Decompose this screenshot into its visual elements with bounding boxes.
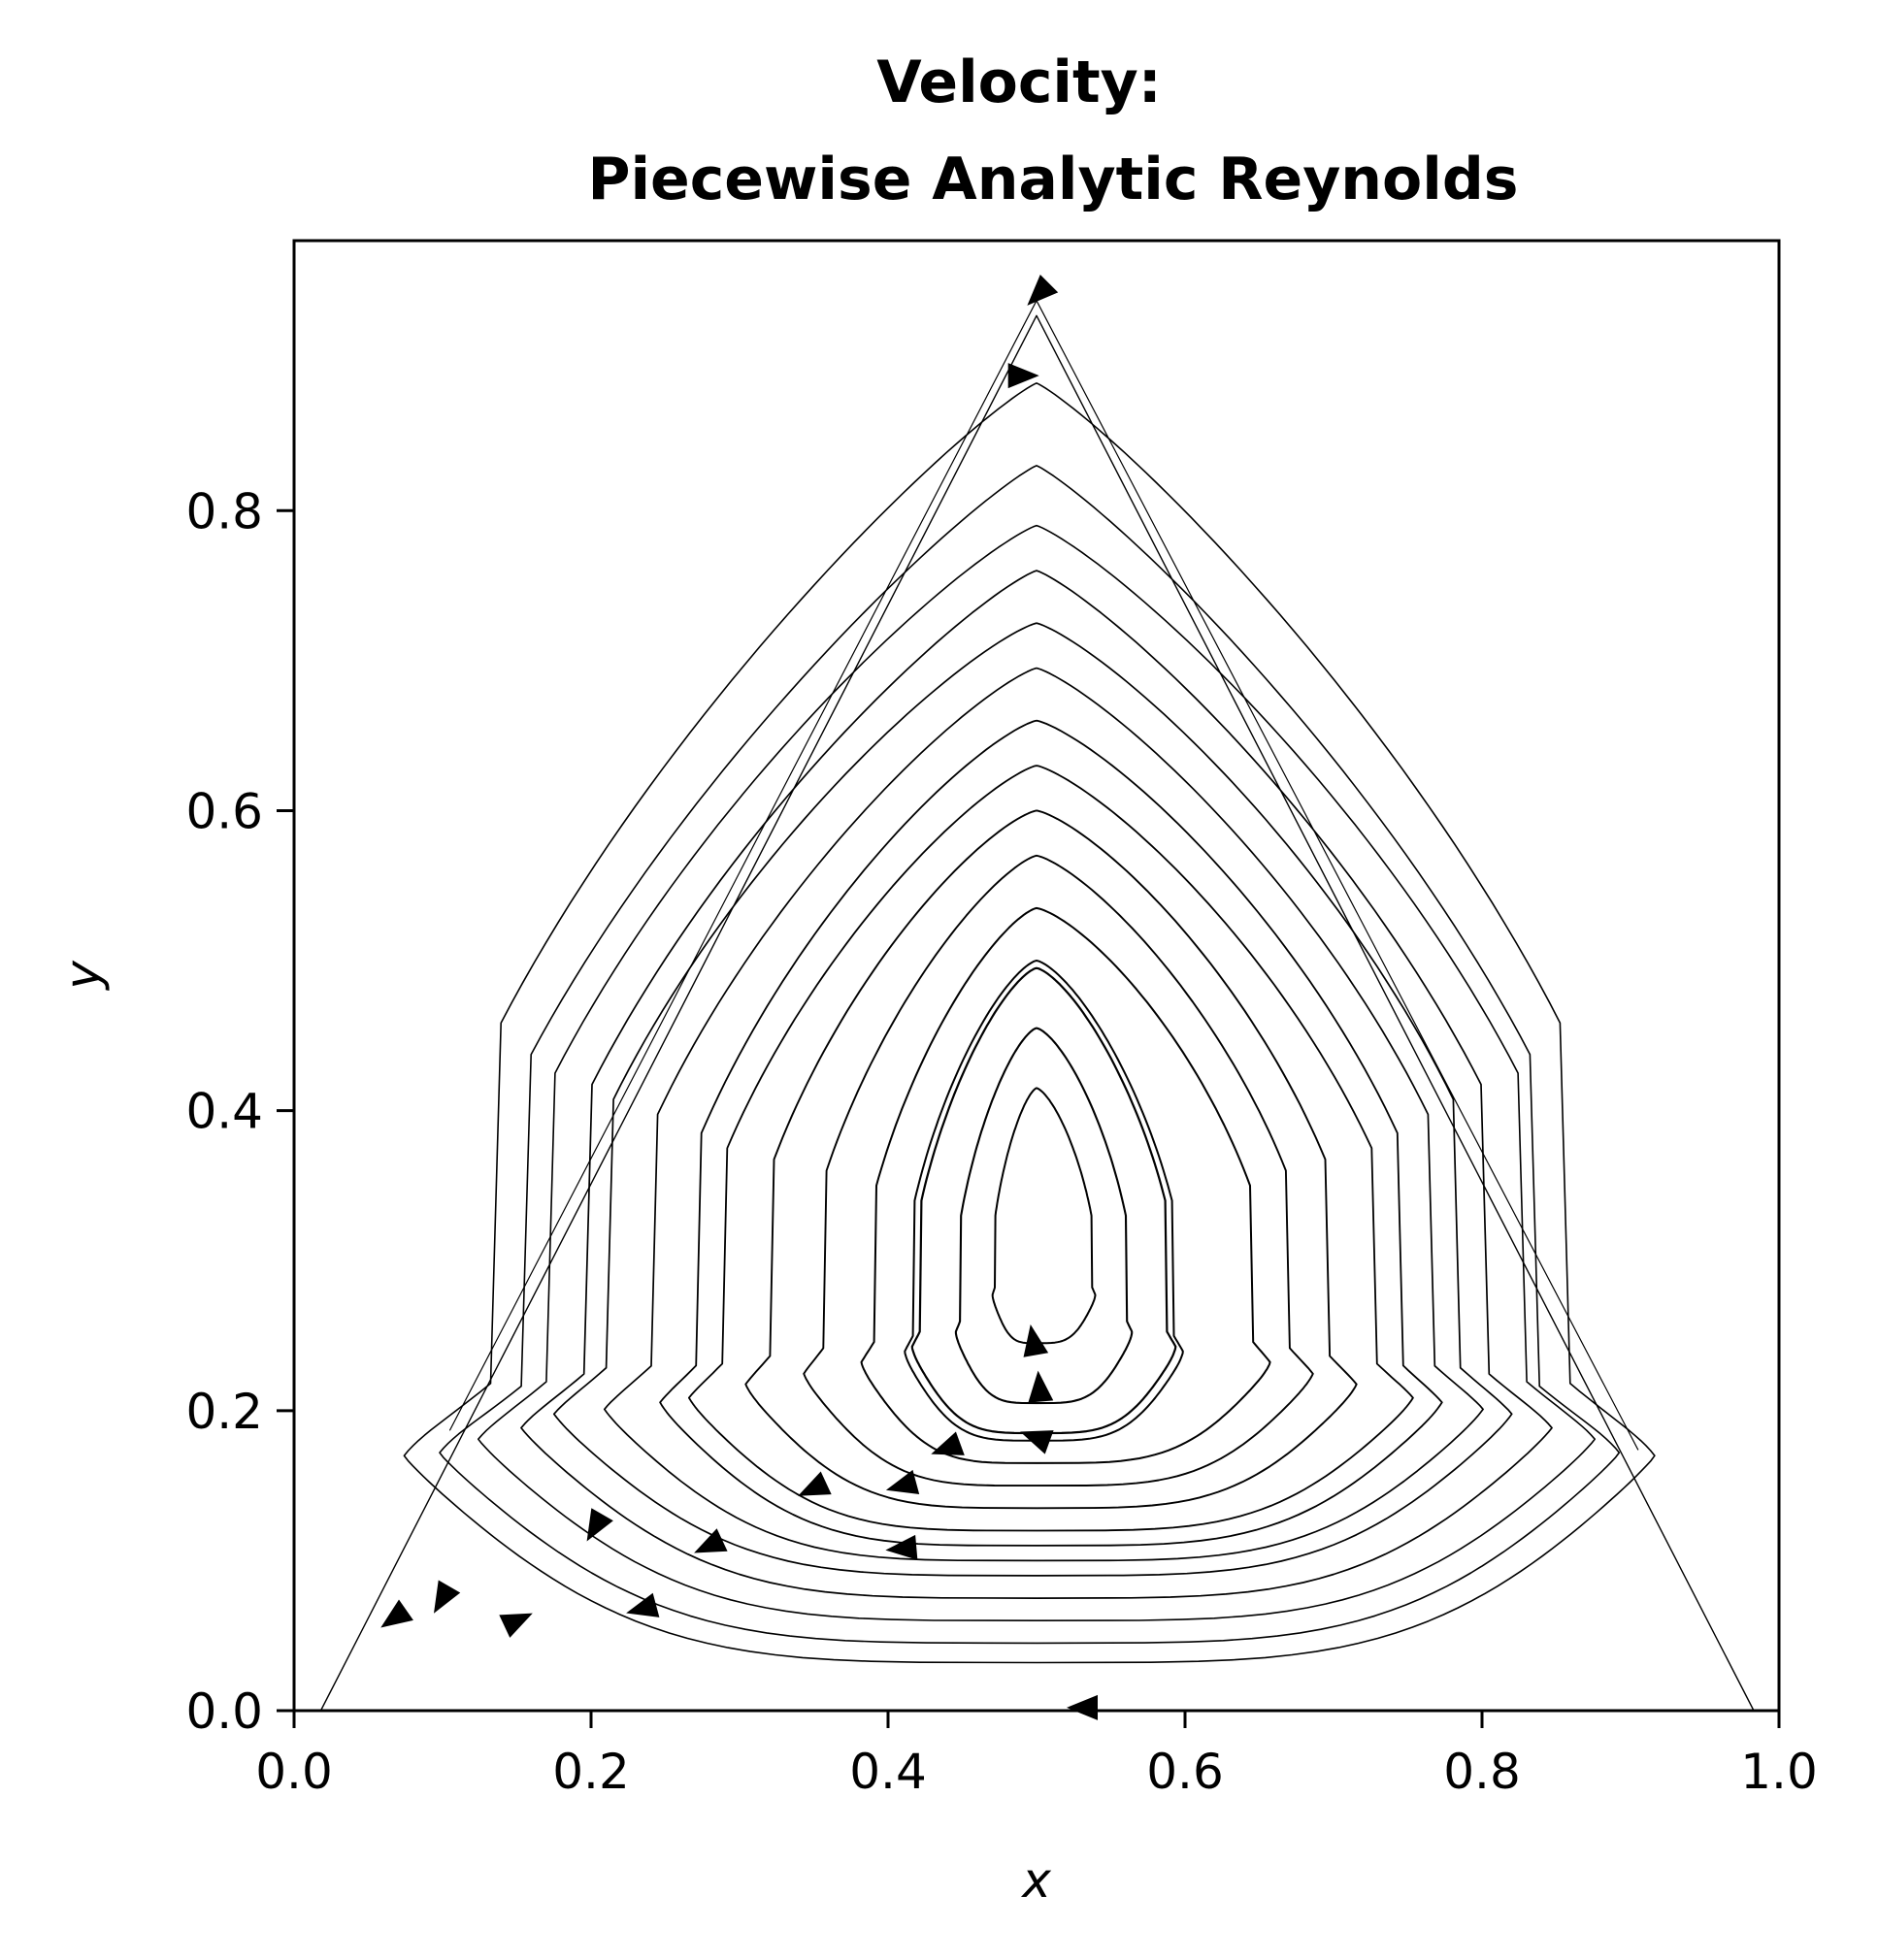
streamline xyxy=(991,1087,1097,1345)
streamlines-group xyxy=(319,300,1755,1712)
y-tick-label: 0.4 xyxy=(185,1084,263,1140)
flow-arrow xyxy=(434,1580,461,1614)
x-tick-label: 0.0 xyxy=(255,1744,333,1800)
plot-area xyxy=(319,275,1755,1720)
flow-arrow xyxy=(626,1592,660,1617)
y-tick-label: 0.8 xyxy=(185,483,263,539)
flow-arrow xyxy=(885,1534,918,1560)
flow-arrow xyxy=(499,1613,533,1638)
x-tick-label: 0.4 xyxy=(849,1744,927,1800)
flow-arrow xyxy=(885,1469,920,1495)
y-tick-label: 0.2 xyxy=(185,1384,263,1440)
streamline xyxy=(319,314,1755,1712)
streamline xyxy=(552,622,1513,1577)
axes-frame xyxy=(292,239,1781,1713)
y-axis-ticks: 0.0 0.2 0.4 0.6 0.8 xyxy=(185,483,294,1740)
chart-title-line-2: Piecewise Analytic Reynolds xyxy=(588,146,1519,213)
streamline xyxy=(449,300,1639,1451)
streamline xyxy=(659,719,1443,1547)
x-tick-label: 1.0 xyxy=(1740,1744,1818,1800)
flow-arrow xyxy=(1067,1694,1098,1720)
x-tick-label: 0.6 xyxy=(1146,1744,1224,1800)
flow-arrow xyxy=(931,1431,965,1455)
x-axis-label: x xyxy=(1020,1852,1051,1909)
streamline xyxy=(403,382,1656,1664)
flow-arrow xyxy=(1007,363,1039,389)
flow-arrow xyxy=(380,1599,413,1628)
x-tick-label: 0.8 xyxy=(1443,1744,1521,1800)
flow-arrow xyxy=(1028,1370,1054,1403)
streamline xyxy=(520,570,1553,1599)
flow-arrow xyxy=(1027,275,1059,306)
arrows-group xyxy=(380,275,1098,1720)
streamline xyxy=(803,854,1314,1487)
flow-arrow xyxy=(1023,1323,1049,1357)
x-axis-ticks: 0.0 0.2 0.4 0.6 0.8 1.0 xyxy=(255,1711,1818,1800)
y-tick-label: 0.0 xyxy=(185,1683,263,1740)
streamline xyxy=(603,667,1484,1562)
streamline xyxy=(954,1027,1134,1405)
streamline xyxy=(910,966,1177,1435)
y-tick-label: 0.6 xyxy=(185,783,263,839)
y-axis-label: y xyxy=(54,960,111,992)
streamline xyxy=(904,960,1184,1442)
chart-title-line-1: Velocity: xyxy=(876,49,1162,116)
flow-arrow xyxy=(798,1471,832,1496)
streamline xyxy=(860,906,1271,1464)
x-tick-label: 0.2 xyxy=(552,1744,630,1800)
streamline xyxy=(478,524,1596,1621)
flow-arrow xyxy=(1020,1430,1054,1454)
streamline xyxy=(744,809,1358,1510)
streamline xyxy=(439,465,1621,1645)
flow-arrow xyxy=(586,1508,613,1542)
streamline xyxy=(688,765,1414,1532)
flow-arrow xyxy=(694,1528,728,1553)
